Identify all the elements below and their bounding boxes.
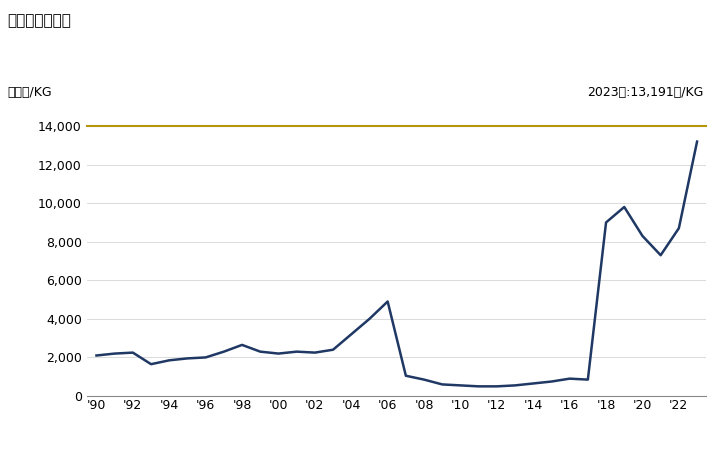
- Text: 単位円/KG: 単位円/KG: [7, 86, 52, 99]
- Text: 2023年:13,191円/KG: 2023年:13,191円/KG: [587, 86, 703, 99]
- Text: 輸入価格の推移: 輸入価格の推移: [7, 14, 71, 28]
